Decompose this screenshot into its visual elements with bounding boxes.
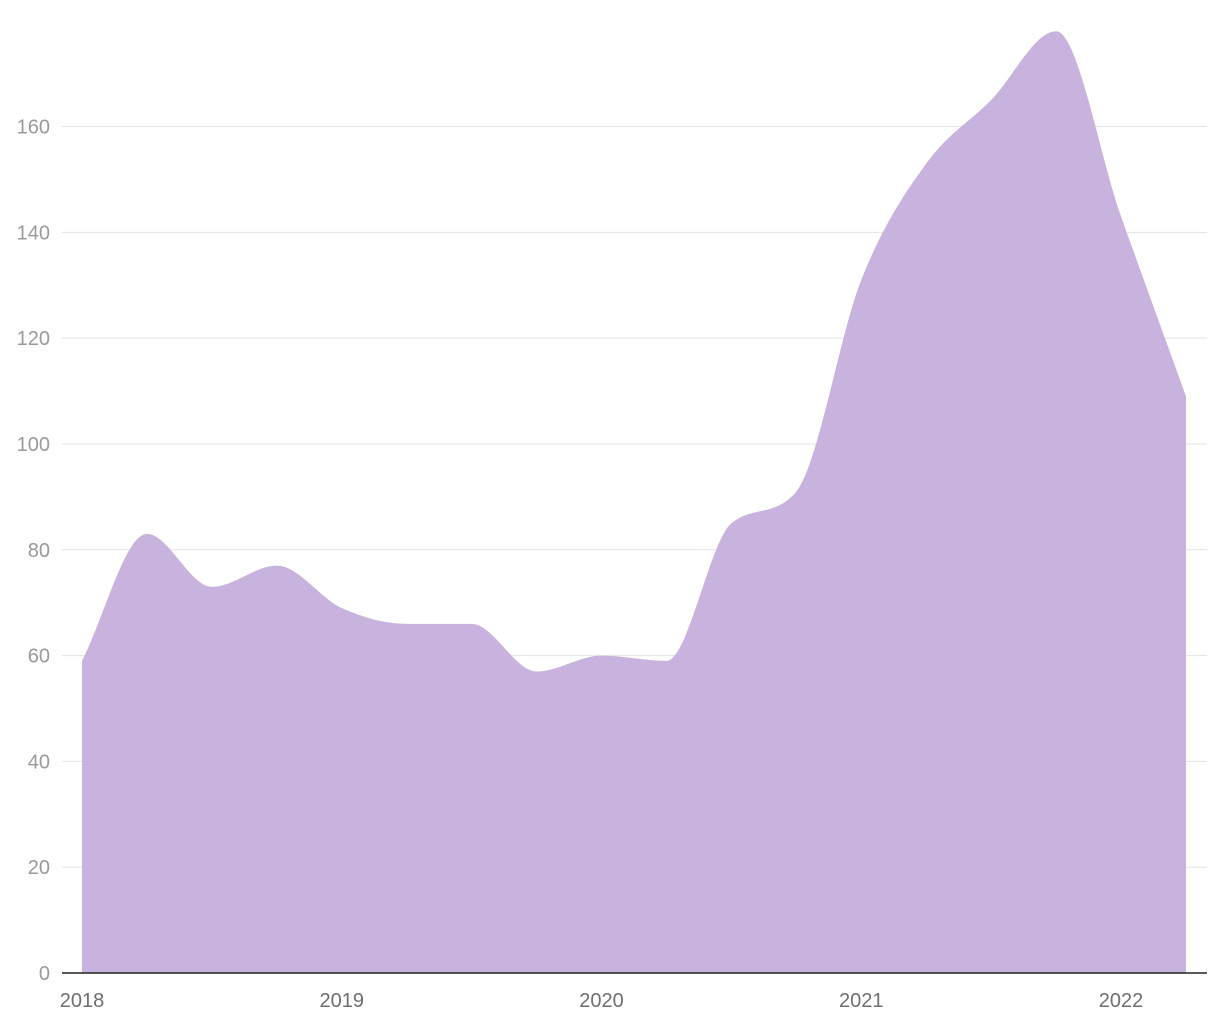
y-tick-label: 40	[28, 751, 50, 773]
y-tick-label: 160	[17, 117, 50, 139]
y-tick-label: 0	[39, 963, 50, 985]
x-tick-label: 2019	[320, 990, 365, 1012]
y-axis-ticks: 0 20 40 60 80 100 120 140 160	[17, 117, 50, 985]
y-tick-label: 100	[17, 434, 50, 456]
y-tick-label: 140	[17, 222, 50, 244]
y-tick-label: 20	[28, 857, 50, 879]
y-tick-label: 60	[28, 646, 50, 668]
x-tick-label: 2022	[1099, 990, 1144, 1012]
y-tick-label: 120	[17, 328, 50, 350]
y-tick-label: 80	[28, 540, 50, 562]
x-tick-label: 2020	[579, 990, 624, 1012]
x-tick-label: 2018	[60, 990, 105, 1012]
x-tick-label: 2021	[839, 990, 884, 1012]
area-series-fill	[82, 31, 1186, 973]
area-series	[82, 31, 1186, 973]
x-axis-ticks: 2018 2019 2020 2021 2022	[60, 990, 1144, 1012]
